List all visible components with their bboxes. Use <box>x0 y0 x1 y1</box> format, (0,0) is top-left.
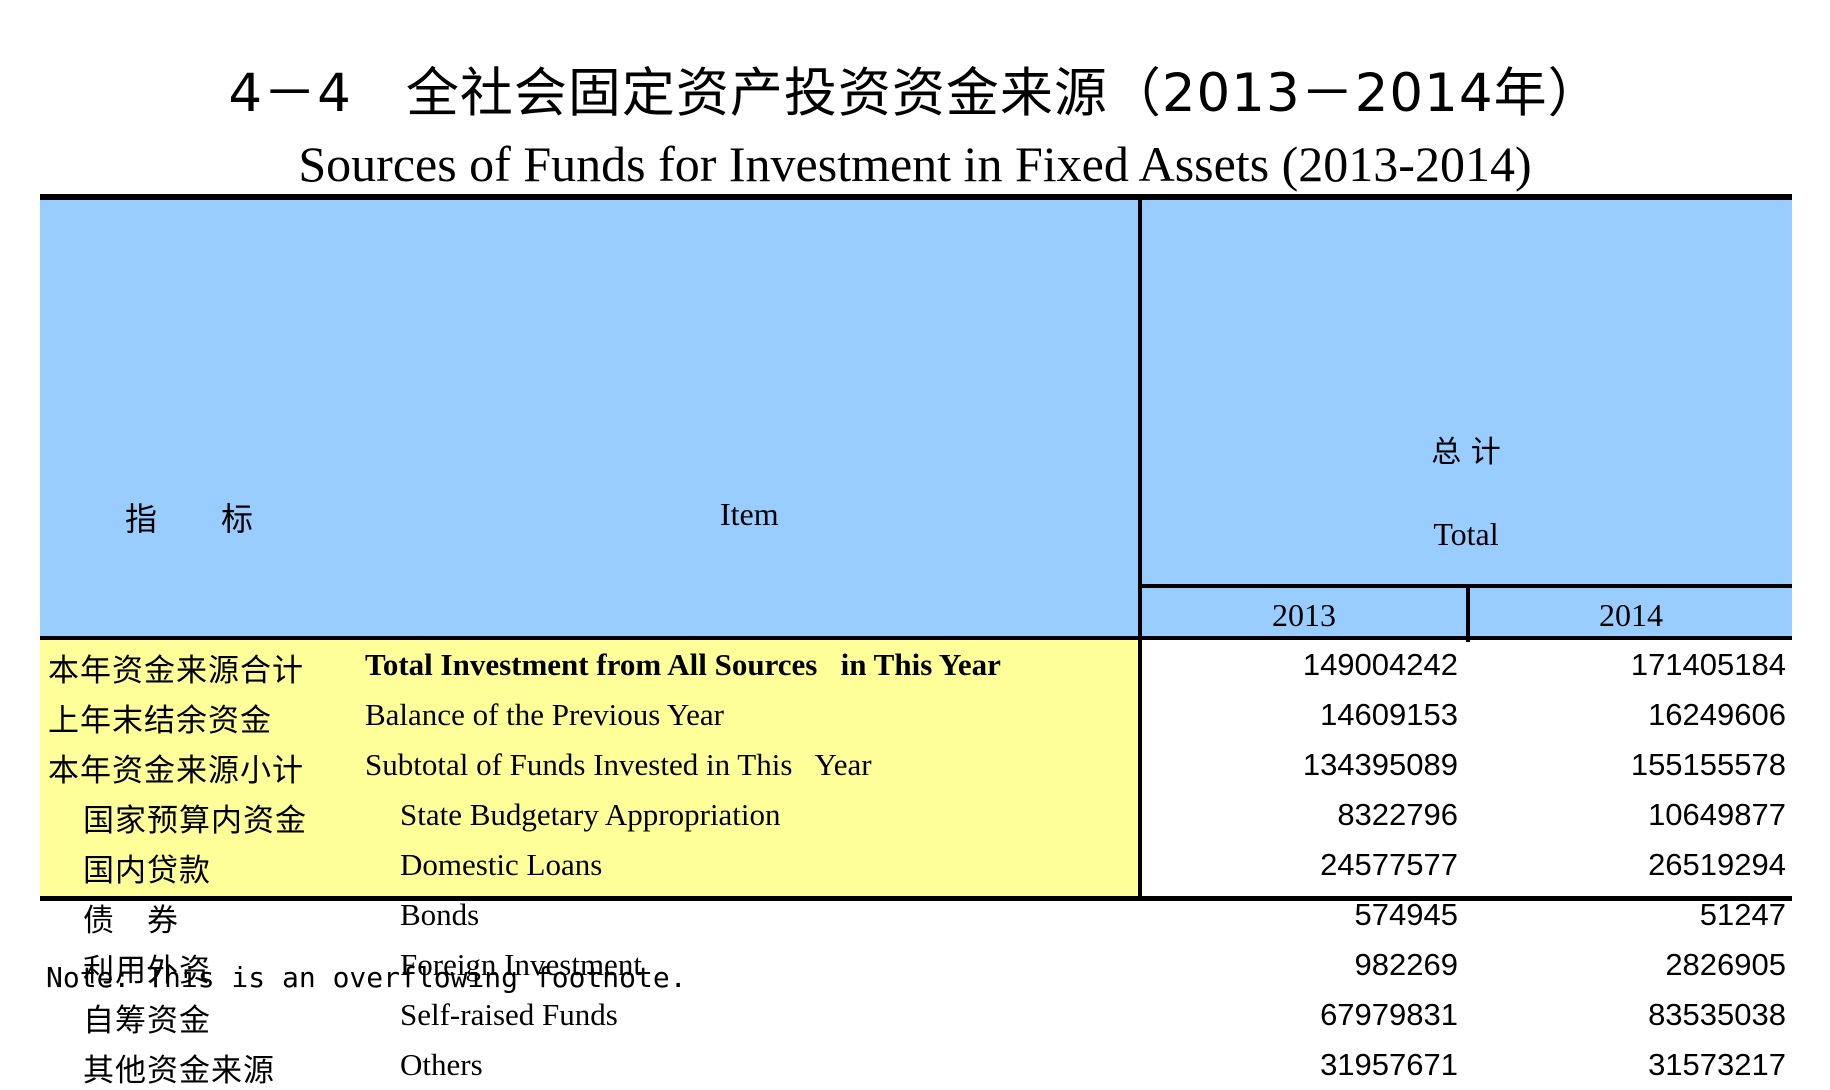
year-divider <box>1466 588 1470 642</box>
row-value-2013: 31957671 <box>1320 1047 1458 1082</box>
table-row: 国家预算内资金 State Budgetary Appropriation 83… <box>40 790 1792 840</box>
table-row: 其他资金来源 Others 31957671 31573217 <box>40 1040 1792 1090</box>
row-value-2014: 16249606 <box>1648 697 1786 732</box>
row-label-en: Self-raised Funds <box>400 997 618 1032</box>
row-value-2014: 10649877 <box>1648 797 1786 832</box>
table-row: 利用外资 Foreign Investment 982269 2826905 <box>40 940 1792 990</box>
row-label-cn: 本年资金来源合计 <box>48 653 304 689</box>
row-label-cn: 国家预算内资金 <box>83 803 307 839</box>
page-title-en: Sources of Funds for Investment in Fixed… <box>298 136 1532 192</box>
row-label-cn: 本年资金来源小计 <box>48 753 304 789</box>
row-label-cn: 自筹资金 <box>83 1003 211 1039</box>
row-label-en: Bonds <box>400 897 480 932</box>
row-value-2013: 134395089 <box>1302 747 1458 782</box>
row-label-cn: 债 券 <box>83 903 179 939</box>
header-year-2014: 2014 <box>1599 597 1663 633</box>
row-label-en: Foreign Investment <box>400 947 642 982</box>
table-bottom-rule <box>40 896 1792 901</box>
table-top-rule <box>40 194 1792 200</box>
row-value-2014: 171405184 <box>1630 647 1786 682</box>
header-total-label-en: Total <box>1433 516 1499 552</box>
row-label-en: Domestic Loans <box>400 847 603 882</box>
row-value-2013: 24577577 <box>1320 847 1458 882</box>
header-item-label-en: Item <box>720 496 779 532</box>
row-value-2013: 14609153 <box>1320 697 1458 732</box>
row-label-cn: 上年末结余资金 <box>48 703 272 739</box>
row-value-2014: 83535038 <box>1648 997 1786 1032</box>
header-total-label-cn: 总 计 <box>1431 435 1501 470</box>
row-label-en: Others <box>400 1047 483 1082</box>
table-row: 本年资金来源小计 Subtotal of Funds Invested in T… <box>40 740 1792 790</box>
row-label-cn: 利用外资 <box>83 953 211 989</box>
header-item-label-cn: 指 标 <box>125 500 254 538</box>
header-item-cell <box>40 200 1140 640</box>
header-total-cell <box>1140 200 1792 640</box>
row-value-2014: 26519294 <box>1648 847 1786 882</box>
row-value-2014: 31573217 <box>1648 1047 1786 1082</box>
row-value-2013: 67979831 <box>1320 997 1458 1032</box>
row-label-en: State Budgetary Appropriation <box>400 797 781 832</box>
header-year-2013: 2013 <box>1272 597 1336 633</box>
row-value-2014: 51247 <box>1699 897 1786 932</box>
row-label-en: Total Investment from All Sources in Thi… <box>365 647 1001 682</box>
row-value-2013: 574945 <box>1354 897 1458 932</box>
table-row: 本年资金来源合计 Total Investment from All Sourc… <box>40 640 1792 690</box>
row-value-2013: 8322796 <box>1337 797 1458 832</box>
table-row: 国内贷款 Domestic Loans 24577577 26519294 <box>40 840 1792 890</box>
table-row: 上年末结余资金 Balance of the Previous Year 146… <box>40 690 1792 740</box>
row-value-2013: 982269 <box>1354 947 1458 982</box>
row-label-en: Subtotal of Funds Invested in This Year <box>365 747 872 782</box>
table-body: 本年资金来源合计 Total Investment from All Sourc… <box>40 640 1792 1090</box>
row-label-en: Balance of the Previous Year <box>365 697 724 732</box>
table-row: 债 券 Bonds 574945 51247 <box>40 890 1792 940</box>
item-column-background <box>40 640 1138 896</box>
table-row: 自筹资金 Self-raised Funds 67979831 83535038 <box>40 990 1792 1040</box>
footnote: Note: This is an overflowing footnote. <box>46 961 687 994</box>
data-table: 指 标 Item 总 计 Total 2013 2014 本年资金来源合计 To… <box>40 194 1792 1089</box>
row-value-2014: 2826905 <box>1665 947 1786 982</box>
row-value-2014: 155155578 <box>1630 747 1786 782</box>
row-value-2013: 149004242 <box>1302 647 1458 682</box>
row-label-cn: 国内贷款 <box>83 853 211 889</box>
total-header-divider <box>1140 584 1792 588</box>
header-bottom-rule <box>40 636 1792 640</box>
row-label-cn: 其他资金来源 <box>83 1053 275 1089</box>
column-divider <box>1138 200 1142 896</box>
page-title-cn: 4－4 全社会固定资产投资资金来源（2013－2014年） <box>228 63 1602 124</box>
